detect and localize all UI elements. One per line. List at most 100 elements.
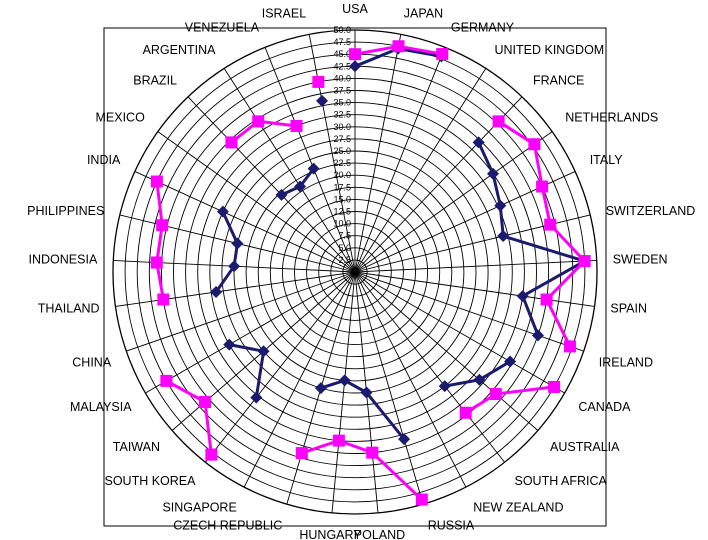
category-label: GERMANY xyxy=(451,21,515,35)
category-label: AUSTRALIA xyxy=(550,440,620,454)
data-point-square xyxy=(290,119,303,132)
category-label: TAIWAN xyxy=(113,440,160,454)
radial-tick-labels: 2.5 5.0 7.5 10.0 12.5 15.0 17.5 20.0 22.5 25.0 27.… xyxy=(333,25,351,265)
series-line xyxy=(301,439,423,501)
series-line xyxy=(320,378,406,441)
grid-spoke xyxy=(354,47,446,273)
category-label: PHILIPPINES xyxy=(27,204,104,218)
category-label: NETHERLANDS xyxy=(565,110,658,124)
data-point-diamond xyxy=(349,60,361,73)
radial-tick-label: 50.0 xyxy=(333,25,351,35)
category-label: SPAIN xyxy=(610,302,647,316)
category-label: MALAYSIA xyxy=(70,400,132,414)
data-point-square xyxy=(540,293,553,306)
grid-spoke xyxy=(126,271,356,352)
category-labels: USA JAPAN GERMANY UNITED KINGDOM FRANCE NETHE… xyxy=(27,2,695,540)
data-point-diamond xyxy=(314,382,327,395)
radial-tick-label: 7.5 xyxy=(338,231,351,241)
radial-tick-label: 42.5 xyxy=(333,61,351,71)
data-point-square xyxy=(225,136,238,149)
category-label: THAILAND xyxy=(38,302,100,316)
radial-tick-label: 37.5 xyxy=(333,86,351,96)
grid-spoke xyxy=(354,271,467,488)
data-point-diamond xyxy=(257,345,270,358)
category-label: INDONESIA xyxy=(29,253,98,267)
data-point-diamond xyxy=(228,260,241,273)
data-series xyxy=(150,40,591,506)
data-point-diamond xyxy=(516,290,529,303)
category-label: INDIA xyxy=(87,153,121,167)
grid-spoke xyxy=(354,131,553,273)
data-point-diamond xyxy=(216,205,229,218)
data-point-square xyxy=(332,434,345,447)
data-point-square xyxy=(157,293,170,306)
grid-spoke xyxy=(354,260,597,273)
radial-tick-label: 35.0 xyxy=(333,98,351,108)
data-point-diamond xyxy=(316,94,329,107)
data-point-diamond xyxy=(473,373,486,386)
category-label: VENEZUELA xyxy=(185,21,260,35)
data-point-diamond xyxy=(497,230,510,243)
data-point-square xyxy=(536,180,549,193)
radial-tick-label: 40.0 xyxy=(333,73,351,83)
category-label: ISRAEL xyxy=(262,7,307,21)
series-line xyxy=(155,181,165,300)
data-point-diamond xyxy=(275,188,288,201)
data-point-square xyxy=(150,175,163,188)
category-label: MEXICO xyxy=(95,110,145,124)
data-point-square xyxy=(160,374,173,387)
category-label: FRANCE xyxy=(533,73,584,87)
grid-spoke xyxy=(354,271,584,352)
category-label: SOUTH AFRICA xyxy=(515,474,608,488)
data-point-square xyxy=(366,446,379,459)
data-point-diamond xyxy=(294,180,307,193)
category-label: UNITED KINGDOM xyxy=(495,43,605,57)
category-label: SOUTH KOREA xyxy=(105,474,197,488)
data-point-square xyxy=(492,115,505,128)
radial-tick-label: 12.5 xyxy=(333,207,351,217)
grid-spoke xyxy=(223,68,356,273)
grid-spoke xyxy=(187,96,356,273)
grid-spoke xyxy=(354,271,424,505)
grid-spoke xyxy=(354,271,565,394)
data-point-square xyxy=(312,75,325,88)
data-point-square xyxy=(563,340,576,353)
data-point-diamond xyxy=(231,237,244,250)
data-point-diamond xyxy=(486,167,499,180)
radial-tick-label: 2.5 xyxy=(338,255,351,265)
grid-spoke xyxy=(354,271,595,307)
grid-spoke xyxy=(115,271,356,307)
grid-spoke xyxy=(354,271,539,431)
category-label: CANADA xyxy=(578,400,631,414)
data-point-square xyxy=(578,255,591,268)
data-point-square xyxy=(528,138,541,151)
data-point-square xyxy=(156,219,169,232)
data-point-diamond xyxy=(210,285,223,298)
data-point-diamond xyxy=(494,199,507,212)
category-label: USA xyxy=(342,2,368,16)
grid-spoke xyxy=(331,271,356,513)
radial-tick-label: 32.5 xyxy=(333,110,351,120)
data-point-square xyxy=(392,40,405,53)
data-point-square xyxy=(295,447,308,460)
data-point-square xyxy=(252,115,265,128)
radial-tick-label: 25.0 xyxy=(333,146,351,156)
radial-tick-label: 45.0 xyxy=(333,49,351,59)
category-label: NEW ZEALAND xyxy=(473,500,563,514)
grid-spoke xyxy=(157,131,356,273)
data-point-diamond xyxy=(438,380,451,393)
data-point-diamond xyxy=(250,391,263,404)
data-point-square xyxy=(548,380,561,393)
data-point-diamond xyxy=(360,386,373,399)
category-label: BRAZIL xyxy=(133,73,177,87)
data-point-square xyxy=(205,448,218,461)
radial-tick-label: 15.0 xyxy=(333,194,351,204)
radial-tick-label: 5.0 xyxy=(338,243,351,253)
data-point-square xyxy=(459,406,472,419)
data-point-square xyxy=(150,256,163,269)
data-point-square xyxy=(349,48,361,61)
grid-spoke xyxy=(243,271,356,488)
data-point-diamond xyxy=(504,355,517,368)
data-point-square xyxy=(436,48,449,61)
